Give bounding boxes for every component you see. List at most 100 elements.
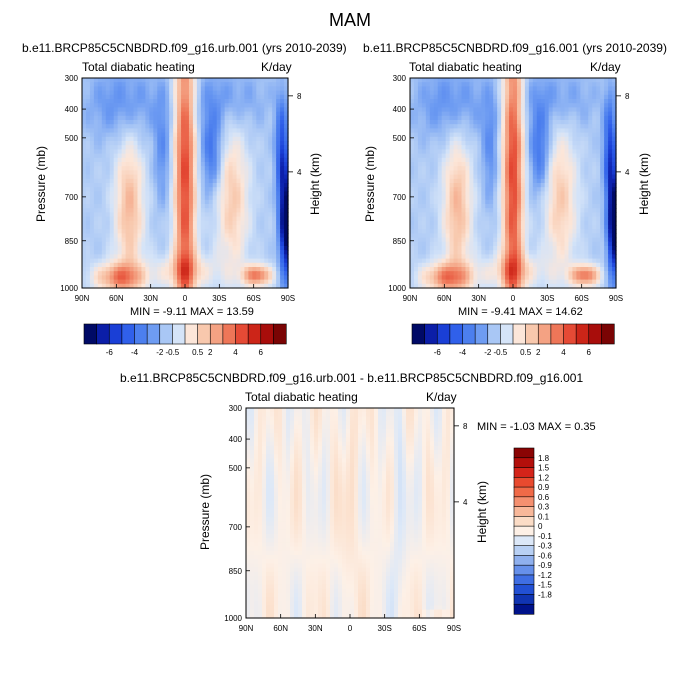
panel2-field-cell <box>532 153 538 159</box>
panel1-colorbar-label: -0.5 <box>165 348 179 357</box>
panel1-field-cell <box>280 94 285 100</box>
panel1-field-cell <box>280 170 285 176</box>
panel1-field-cell <box>109 94 115 100</box>
panel2-field-cell <box>588 191 593 197</box>
panel1-field-cell <box>82 136 87 142</box>
panel1-field-cell <box>181 275 186 281</box>
panel1-field-cell <box>196 212 202 218</box>
panel2-field-cell <box>441 99 447 104</box>
panel1-field-cell <box>149 107 154 113</box>
panel2-field-cell <box>497 241 502 247</box>
panel2-field-cell <box>461 246 467 251</box>
panel1-field-cell <box>125 82 131 87</box>
panel1-field-cell <box>185 183 190 188</box>
panel2-field-cell <box>473 220 478 226</box>
panel1-field-cell <box>188 120 194 125</box>
panel2-field-cell <box>493 145 498 150</box>
panel2-field-cell <box>465 149 471 155</box>
panel2-field-cell <box>572 212 577 218</box>
panel2-field-cell <box>556 94 562 100</box>
panel2-field-cell <box>604 254 609 260</box>
panel2-field-cell <box>457 128 463 134</box>
panel2-field-cell <box>600 149 605 155</box>
panel1-field-cell <box>161 220 166 226</box>
panel1-field-cell <box>185 262 190 268</box>
panel2-field-cell <box>560 254 566 260</box>
panel2-field-cell <box>477 225 482 230</box>
panel2-field-cell <box>560 199 566 205</box>
panel1-field-cell <box>161 103 166 108</box>
panel1-field-cell <box>204 174 210 180</box>
panel2-field-cell <box>485 145 490 150</box>
panel2-field-cell <box>485 241 490 247</box>
panel1-field-cell <box>109 275 115 281</box>
panel1-field-cell <box>165 120 170 125</box>
panel1-field-cell <box>185 166 190 171</box>
panel1-field-cell <box>93 157 99 163</box>
panel2-field-cell <box>449 183 455 188</box>
panel1-field-cell <box>192 153 198 159</box>
panel2-field-cell <box>524 115 530 121</box>
panel2-field-cell <box>449 90 455 96</box>
panel2-field-cell <box>465 166 471 171</box>
panel2-field-cell <box>469 132 474 138</box>
panel2-field-cell <box>493 111 498 117</box>
panel2-field-cell <box>481 241 486 247</box>
panel1-field-cell <box>264 78 269 83</box>
panel2-field-cell <box>580 183 585 188</box>
panel1-field-cell <box>224 191 230 197</box>
panel2-field-cell <box>520 132 526 138</box>
panel2-field-cell <box>568 212 574 218</box>
panel1-field-cell <box>177 145 182 150</box>
panel2-field-cell <box>410 170 415 176</box>
panel1-field-cell <box>256 86 261 92</box>
panel1-field-cell <box>248 283 253 289</box>
panel2-field-cell <box>540 115 546 121</box>
panel1-field-cell <box>153 275 158 281</box>
panel1-field-cell <box>161 262 166 268</box>
panel1-field-cell <box>101 225 107 230</box>
panel1-field-cell <box>153 120 158 125</box>
panel2-field-cell <box>520 111 526 117</box>
panel1-field-cell <box>280 254 285 260</box>
panel1-field-cell <box>109 103 115 108</box>
panel1-field-cell <box>125 225 131 230</box>
panel2-field-cell <box>560 82 566 87</box>
panel1-field-cell <box>101 208 107 213</box>
panel1-field-cell <box>216 220 222 226</box>
panel2-field-cell <box>540 250 546 255</box>
panel2-field-cell <box>441 187 447 192</box>
panel2-field-cell <box>505 132 510 138</box>
panel2-field-cell <box>449 111 455 117</box>
panel1-field-cell <box>185 103 190 108</box>
panel2-field-cell <box>469 229 474 234</box>
panel2-field-cell <box>540 183 546 188</box>
panel2-field-cell <box>417 115 423 121</box>
panel1-field-cell <box>248 199 253 205</box>
panel2-field-cell <box>600 195 605 201</box>
panel2-field-cell <box>433 166 439 171</box>
panel2-field-cell <box>540 111 546 117</box>
panel2-field-cell <box>433 78 439 83</box>
panel2-field-cell <box>469 241 474 247</box>
panel2-field-cell <box>568 220 574 226</box>
panel1-field-cell <box>145 187 150 192</box>
panel2-field-cell <box>461 124 467 129</box>
panel2-field-cell <box>453 250 459 255</box>
panel1-field-cell <box>149 279 154 285</box>
panel2-field-cell <box>528 132 534 138</box>
panel2-field-cell <box>516 103 522 108</box>
panel2-field-cell <box>485 94 490 100</box>
panel1-field-cell <box>181 254 186 260</box>
panel2-field-cell <box>608 187 613 192</box>
panel1-field-cell <box>85 191 91 197</box>
panel2-field-cell <box>568 149 574 155</box>
panel1-field-cell <box>200 78 206 83</box>
panel1-field-cell <box>129 170 135 176</box>
panel2-field-cell <box>413 149 419 155</box>
panel1-field-cell <box>101 199 107 205</box>
panel2-field-cell <box>413 220 419 226</box>
panel1-field-cell <box>244 107 249 113</box>
panel2-field-cell <box>417 107 423 113</box>
panel2-field-cell <box>425 216 431 222</box>
